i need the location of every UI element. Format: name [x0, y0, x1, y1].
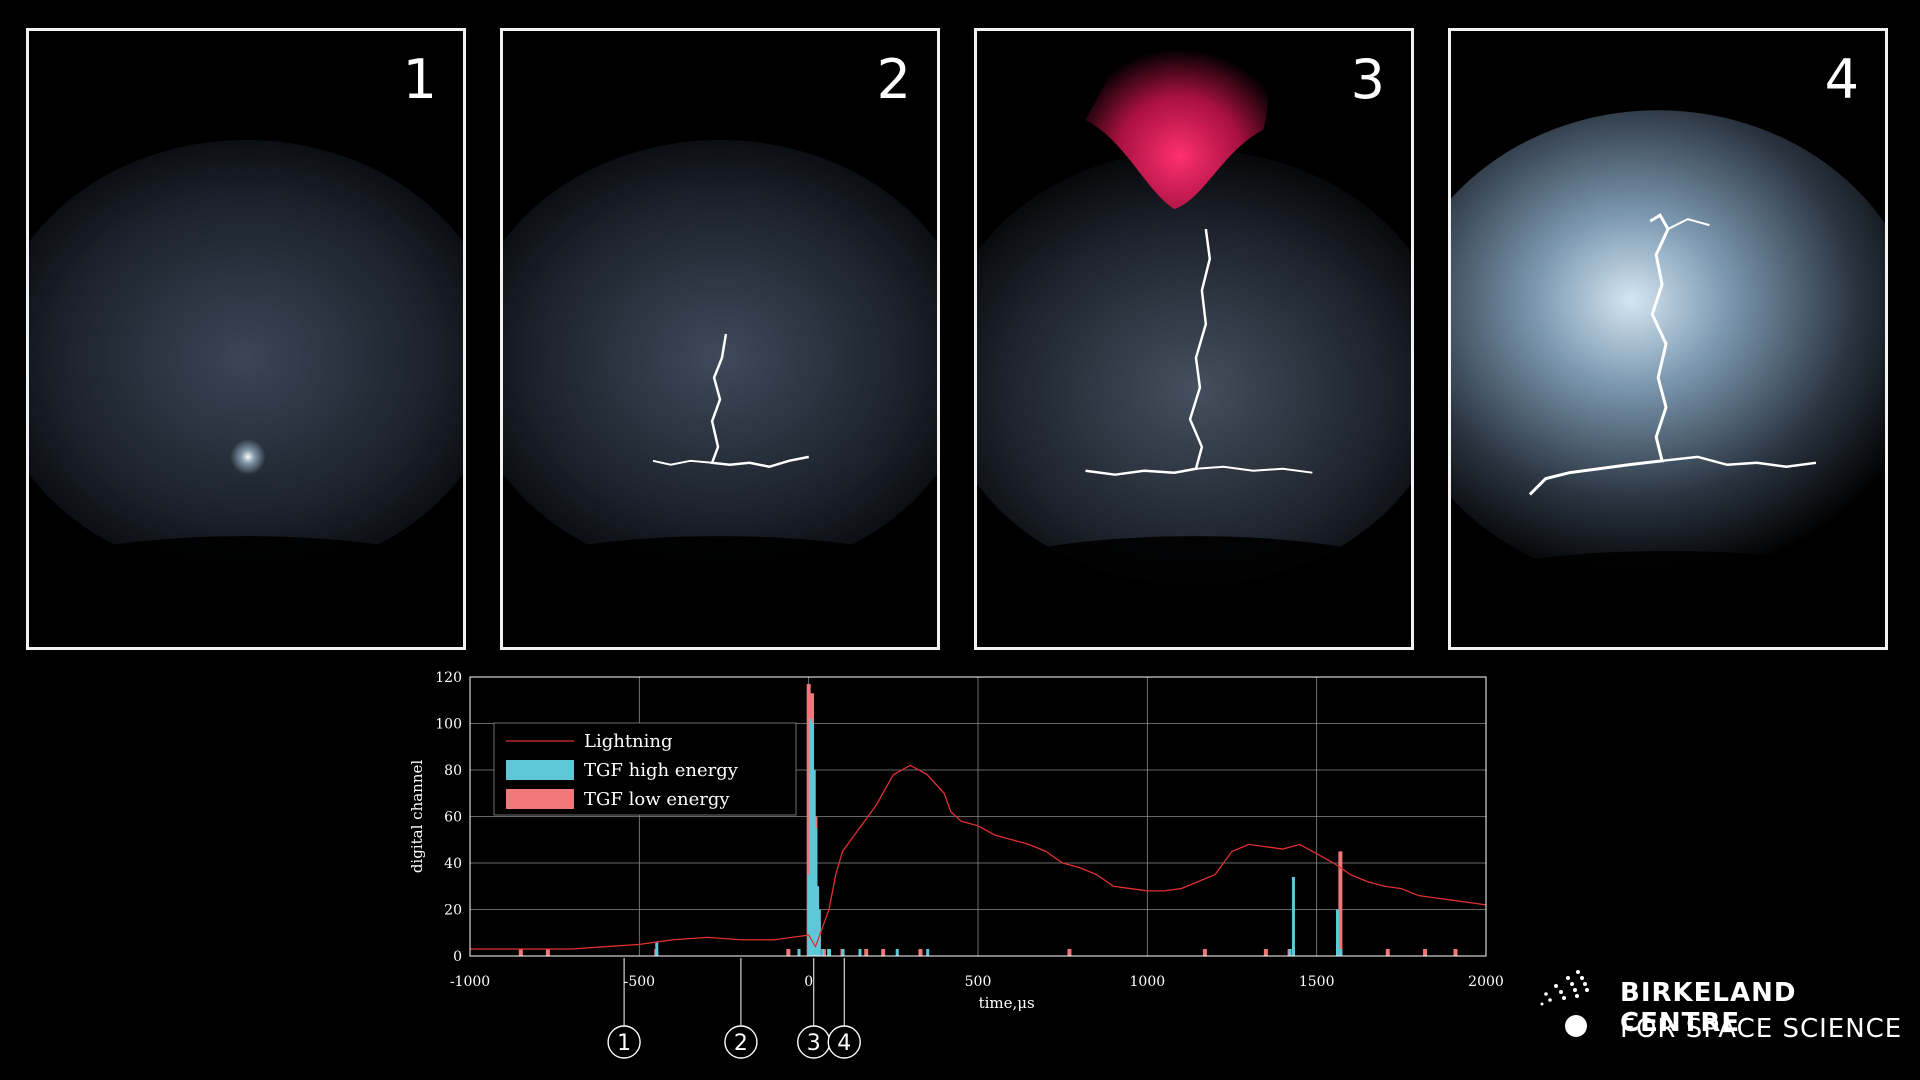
panel-number: 4: [1824, 48, 1859, 111]
stage-marker-circle: [607, 1025, 641, 1059]
stage-marker-circle: [724, 1025, 758, 1059]
lightning-full-discharge: [1528, 213, 1670, 496]
panel-number: 2: [876, 48, 911, 111]
tgf-high-energy-bar: [821, 949, 825, 956]
legend-label: TGF high energy: [584, 760, 739, 781]
storm-cloud-scene-1: [29, 31, 463, 647]
storm-cloud-scene-3: [977, 31, 1411, 647]
storm-cloud-scene-4: [1451, 31, 1885, 647]
x-tick-label: -500: [624, 974, 655, 990]
stage-marker-label: 2: [734, 1031, 748, 1056]
tgf-high-energy-bar: [895, 949, 899, 956]
stage-panel-3: 3: [974, 28, 1414, 650]
x-axis-label: time,μs: [979, 994, 1035, 1012]
tgf-sprite-emission: [1085, 31, 1273, 210]
legend-label: Lightning: [584, 731, 673, 752]
y-axis-label: digital channel: [408, 760, 426, 874]
tgf-high-energy-bar: [1335, 909, 1339, 956]
legend: Lightning TGF high energy TGF low energy: [493, 722, 797, 816]
logo-title: BIRKELAND CENTRE: [1620, 978, 1797, 1038]
tgf-high-energy-bar: [797, 949, 801, 956]
tgf-low-energy-bar: [1385, 949, 1390, 956]
stage-panel-2: 2: [500, 28, 940, 650]
logo-subtitle: FOR SPACE SCIENCE: [1620, 1014, 1903, 1044]
y-tick-label: 60: [444, 810, 462, 826]
tgf-high-energy-bar: [655, 942, 659, 956]
stage-marker-label: 4: [837, 1031, 851, 1056]
tgf-high-energy-bar: [1291, 876, 1295, 956]
tgf-low-energy-bar: [881, 949, 886, 956]
lightning-leader: [710, 333, 810, 469]
x-tick-label: 2000: [1468, 974, 1504, 990]
lightning-channel: [1085, 228, 1212, 476]
tgf-low-energy-bar: [1263, 949, 1268, 956]
lightning-series-line: [470, 764, 1487, 950]
stage-panel-1: 1: [26, 28, 466, 650]
tgf-high-energy-bar: [827, 949, 831, 956]
legend-swatch-bar: [506, 760, 574, 780]
y-tick-label: 100: [435, 717, 462, 733]
faint-flash: [230, 439, 266, 475]
tgf-high-energy-bar: [816, 886, 820, 956]
tgf-low-energy-bar: [545, 949, 550, 956]
y-tick-label: 20: [444, 903, 462, 919]
storm-cloud-scene-2: [503, 31, 937, 647]
logo-mark-icon: [1540, 970, 1589, 1037]
tgf-high-energy-bar: [817, 909, 821, 956]
tgf-high-energy-bar: [809, 718, 813, 956]
tgf-high-energy-bar: [811, 723, 815, 956]
stage-marker-label: 1: [617, 1031, 631, 1056]
tgf-high-energy-bar: [814, 828, 818, 956]
stage-marker-label: 3: [807, 1031, 821, 1056]
x-tick-label: 0: [804, 974, 813, 990]
tgf-low-energy-bar: [1338, 851, 1343, 956]
y-tick-label: 40: [444, 856, 462, 872]
tgf-high-energy-bar: [1288, 949, 1292, 956]
tgf-low-energy-bar: [806, 683, 811, 956]
y-tick-label: 80: [444, 763, 462, 779]
tgf-low-energy-bar: [1453, 949, 1458, 956]
tgf-high-energy-bar: [841, 949, 845, 956]
tgf-low-energy-bar: [1067, 949, 1072, 956]
x-tick-label: 1500: [1299, 974, 1335, 990]
tgf-low-energy-bar: [864, 949, 869, 956]
panel-number: 3: [1350, 48, 1385, 111]
x-tick-label: 1000: [1130, 974, 1166, 990]
plot-frame: [469, 676, 1487, 957]
y-tick-label: 0: [453, 949, 462, 965]
tgf-low-energy-bar: [518, 949, 523, 956]
legend-label: TGF low energy: [584, 789, 730, 810]
tgf-low-energy-bar: [918, 949, 923, 956]
birkeland-centre-logo: BIRKELAND CENTRE FOR SPACE SCIENCE: [1538, 966, 1908, 1046]
tgf-low-energy-bar: [786, 949, 791, 956]
tgf-high-energy-bar: [858, 949, 862, 956]
tgf-low-energy-bar: [1423, 949, 1428, 956]
tgf-high-energy-bar: [926, 949, 930, 956]
tgf-high-energy-bar: [807, 874, 811, 956]
x-tick-label: -1000: [450, 974, 490, 990]
tgf-low-energy-bar: [1202, 949, 1207, 956]
panel-number: 1: [402, 48, 437, 111]
legend-swatch-bar: [506, 789, 574, 809]
x-tick-label: 500: [965, 974, 992, 990]
stage-panel-4: 4: [1448, 28, 1888, 650]
y-tick-label: 120: [435, 670, 462, 686]
tgf-high-energy-bar: [812, 770, 816, 956]
tgf-high-energy-bar: [1339, 949, 1343, 956]
stage-marker-circle: [827, 1025, 861, 1059]
